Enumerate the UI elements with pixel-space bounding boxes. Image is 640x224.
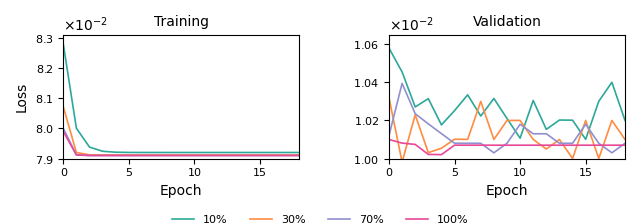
Title: Validation: Validation xyxy=(472,15,541,29)
X-axis label: Epoch: Epoch xyxy=(160,184,202,198)
Title: Training: Training xyxy=(154,15,209,29)
Y-axis label: Loss: Loss xyxy=(15,82,29,112)
X-axis label: Epoch: Epoch xyxy=(486,184,528,198)
Legend: 10%, 30%, 70%, 100%: 10%, 30%, 70%, 100% xyxy=(167,211,473,224)
